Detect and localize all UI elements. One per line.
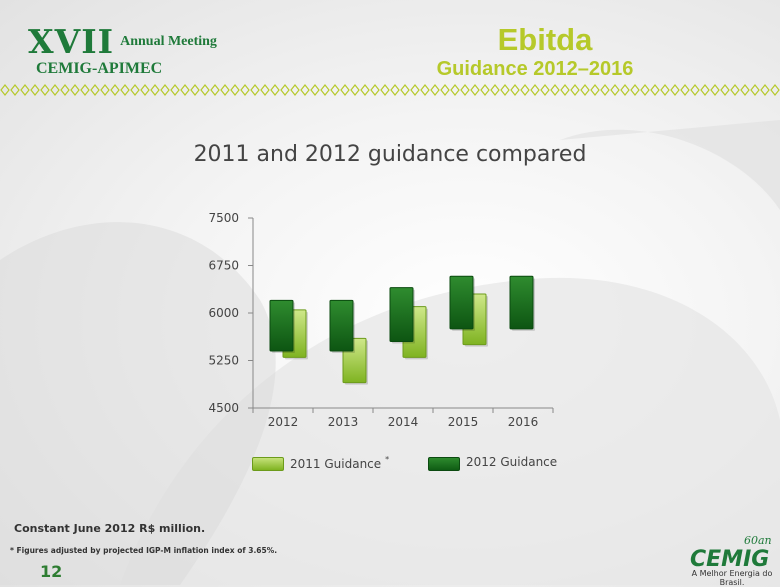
footnote: * Figures adjusted by projected IGP-M in… bbox=[10, 546, 278, 555]
y-tick-label: 6000 bbox=[208, 306, 239, 320]
header-divider bbox=[0, 83, 780, 97]
x-tick-label: 2013 bbox=[328, 415, 359, 429]
y-tick-label: 4500 bbox=[208, 401, 239, 415]
y-tick-label: 5250 bbox=[208, 354, 239, 368]
legend-label-2011: 2011 Guidance bbox=[290, 457, 382, 471]
bar-2012-2015 bbox=[449, 275, 474, 330]
currency-note: Constant June 2012 R$ million. bbox=[14, 522, 206, 535]
logo-sub-text: Annual Meeting bbox=[120, 34, 217, 49]
legend-footnote-marker: * bbox=[385, 455, 390, 464]
cemig-logo: 60anos CEMIG bbox=[690, 534, 772, 572]
legend-swatch-2011 bbox=[252, 457, 284, 471]
logo-main-text: XVII bbox=[28, 22, 115, 61]
legend-swatch-2012 bbox=[428, 457, 460, 471]
y-tick-label: 7500 bbox=[208, 211, 239, 225]
y-tick-label: 6750 bbox=[208, 259, 239, 273]
x-tick-label: 2015 bbox=[448, 415, 479, 429]
bar-2012-2013 bbox=[329, 299, 354, 352]
logo-years-text: 60anos bbox=[744, 534, 772, 547]
event-logo: XVII Annual Meeting CEMIG-APIMEC bbox=[28, 22, 217, 77]
slide-title: Ebitda bbox=[497, 22, 593, 57]
x-tick-label: 2014 bbox=[388, 415, 419, 429]
bar-2012-2012 bbox=[269, 299, 294, 352]
brand-tagline: A Melhor Energia do Brasil. bbox=[691, 569, 773, 587]
logo-brand-text: CEMIG bbox=[690, 547, 769, 572]
bar-2012-2016 bbox=[509, 275, 534, 330]
x-tick-label: 2012 bbox=[268, 415, 299, 429]
legend-label-2012: 2012 Guidance bbox=[466, 455, 558, 469]
bar-2012-2014 bbox=[389, 287, 414, 342]
logo-org-text: CEMIG-APIMEC bbox=[36, 60, 163, 77]
slide-subtitle: Guidance 2012–2016 bbox=[436, 58, 634, 80]
chart-title: 2011 and 2012 guidance compared bbox=[193, 142, 587, 167]
x-tick-label: 2016 bbox=[508, 415, 539, 429]
page-number: 12 bbox=[40, 562, 63, 581]
